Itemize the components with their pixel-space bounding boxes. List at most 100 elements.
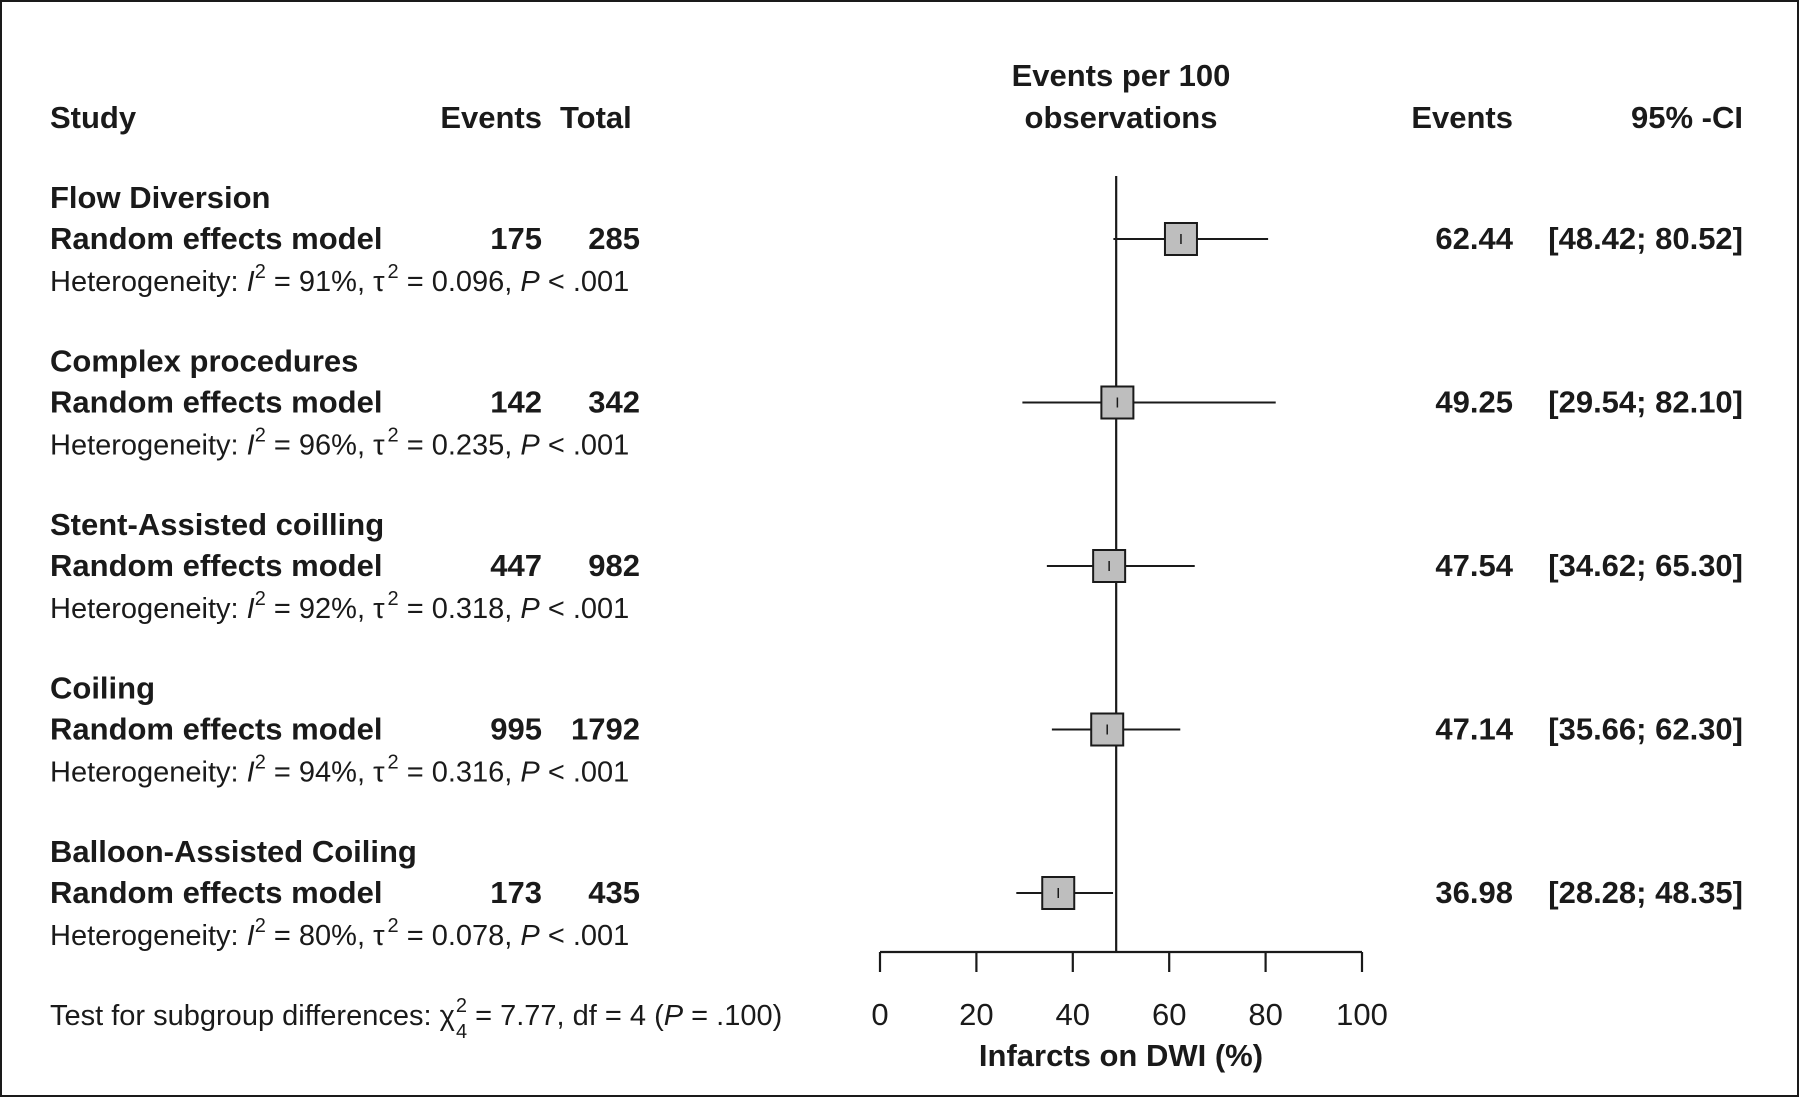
x-axis: 0 20 40 60 80 100 xyxy=(871,950,1388,1032)
het-p-value: < .001 xyxy=(540,593,630,625)
het-tau-value: = 0.096, xyxy=(399,266,521,298)
subgroup-title: Flow Diversion xyxy=(50,180,270,215)
het-i-value: = 80%, xyxy=(266,920,373,952)
events-count: 995 xyxy=(490,712,542,747)
header-total: Total xyxy=(560,100,632,135)
het-tau-value: = 0.078, xyxy=(399,920,521,952)
het-p-symbol: P xyxy=(520,757,540,789)
x-tick-label: 0 xyxy=(871,997,888,1032)
het-i-symbol: I xyxy=(247,757,255,789)
x-tick-label: 60 xyxy=(1152,997,1186,1032)
subgroup-test: Test for subgroup differences: χ2 4 = 7.7… xyxy=(50,995,782,1043)
ci-value: [29.54; 82.10] xyxy=(1548,385,1743,420)
het-i-symbol: I xyxy=(247,593,255,625)
het-i-symbol: I xyxy=(247,266,255,298)
het-p-symbol: P xyxy=(520,593,540,625)
het-i-superscript: 2 xyxy=(255,752,266,774)
het-i-value: = 94%, xyxy=(266,757,373,789)
het-i-value: = 91%, xyxy=(266,266,373,298)
het-tau-value: = 0.235, xyxy=(399,430,521,462)
het-tau-superscript: 2 xyxy=(388,261,399,283)
het-p-value: < .001 xyxy=(540,430,630,462)
het-p-value: < .001 xyxy=(540,920,630,952)
plot-area xyxy=(1016,176,1276,952)
events-count: 447 xyxy=(490,548,542,583)
model-label: Random effects model xyxy=(50,712,382,747)
total-count: 1792 xyxy=(571,712,640,747)
estimate-value: 62.44 xyxy=(1435,221,1513,256)
het-i-superscript: 2 xyxy=(255,261,266,283)
x-tick-label: 40 xyxy=(1056,997,1090,1032)
het-i-value: = 92%, xyxy=(266,593,373,625)
header-study: Study xyxy=(50,100,137,135)
header-plot-line1: Events per 100 xyxy=(1012,58,1231,93)
het-prefix: Heterogeneity: xyxy=(50,920,247,952)
subgroup-test-prefix: Test for subgroup differences: xyxy=(50,1000,440,1032)
header-ci: 95% -CI xyxy=(1631,100,1743,135)
total-count: 982 xyxy=(588,548,640,583)
subgroup-rows: Flow Diversion Random effects model 175 285… xyxy=(50,180,1743,952)
subgroup-title: Balloon-Assisted Coiling xyxy=(50,834,417,869)
total-count: 435 xyxy=(588,875,640,910)
model-label: Random effects model xyxy=(50,548,382,583)
subgroup-test-p-value: = .100) xyxy=(683,1000,782,1032)
het-prefix: Heterogeneity: xyxy=(50,593,247,625)
events-count: 175 xyxy=(490,221,542,256)
het-p-value: < .001 xyxy=(540,266,630,298)
het-p-symbol: P xyxy=(520,266,540,298)
het-tau-symbol: τ xyxy=(373,920,385,952)
header-events-estimate: Events xyxy=(1411,100,1513,135)
model-label: Random effects model xyxy=(50,221,382,256)
ci-value: [28.28; 48.35] xyxy=(1548,875,1743,910)
het-i-superscript: 2 xyxy=(255,915,266,937)
het-tau-superscript: 2 xyxy=(388,752,399,774)
subgroup-test-chi-symbol: χ xyxy=(440,1000,455,1032)
het-tau-symbol: τ xyxy=(373,266,385,298)
het-p-value: < .001 xyxy=(540,757,630,789)
estimate-value: 36.98 xyxy=(1435,875,1513,910)
subgroup-test-p-symbol: P xyxy=(664,1000,684,1032)
het-tau-symbol: τ xyxy=(373,430,385,462)
model-label: Random effects model xyxy=(50,385,382,420)
het-i-symbol: I xyxy=(247,430,255,462)
het-i-superscript: 2 xyxy=(255,425,266,447)
het-tau-symbol: τ xyxy=(373,757,385,789)
x-tick-label: 100 xyxy=(1336,997,1388,1032)
header-events: Events xyxy=(440,100,542,135)
estimate-value: 47.14 xyxy=(1435,712,1513,747)
estimate-value: 49.25 xyxy=(1435,385,1513,420)
het-tau-superscript: 2 xyxy=(388,425,399,447)
het-i-symbol: I xyxy=(247,920,255,952)
total-count: 285 xyxy=(588,221,640,256)
subgroup-test-stat: = 7.77, df = 4 ( xyxy=(467,1000,664,1032)
het-i-value: = 96%, xyxy=(266,430,373,462)
het-tau-superscript: 2 xyxy=(388,588,399,610)
het-p-symbol: P xyxy=(520,430,540,462)
ci-value: [48.42; 80.52] xyxy=(1548,221,1743,256)
het-tau-symbol: τ xyxy=(373,593,385,625)
estimate-value: 47.54 xyxy=(1435,548,1513,583)
subgroup-title: Complex procedures xyxy=(50,344,358,379)
het-tau-value: = 0.318, xyxy=(399,593,521,625)
subgroup-test-chi-sup: 2 xyxy=(456,995,467,1017)
subgroup-title: Stent-Assisted coilling xyxy=(50,507,384,542)
ci-value: [35.66; 62.30] xyxy=(1548,712,1743,747)
het-i-superscript: 2 xyxy=(255,588,266,610)
subgroup-title: Coiling xyxy=(50,671,155,706)
het-tau-value: = 0.316, xyxy=(399,757,521,789)
het-prefix: Heterogeneity: xyxy=(50,266,247,298)
events-count: 142 xyxy=(490,385,542,420)
model-label: Random effects model xyxy=(50,875,382,910)
subgroup-test-chi-sub: 4 xyxy=(456,1021,467,1043)
total-count: 342 xyxy=(588,385,640,420)
header-plot-line2: observations xyxy=(1025,100,1218,135)
x-tick-label: 80 xyxy=(1248,997,1282,1032)
het-p-symbol: P xyxy=(520,920,540,952)
